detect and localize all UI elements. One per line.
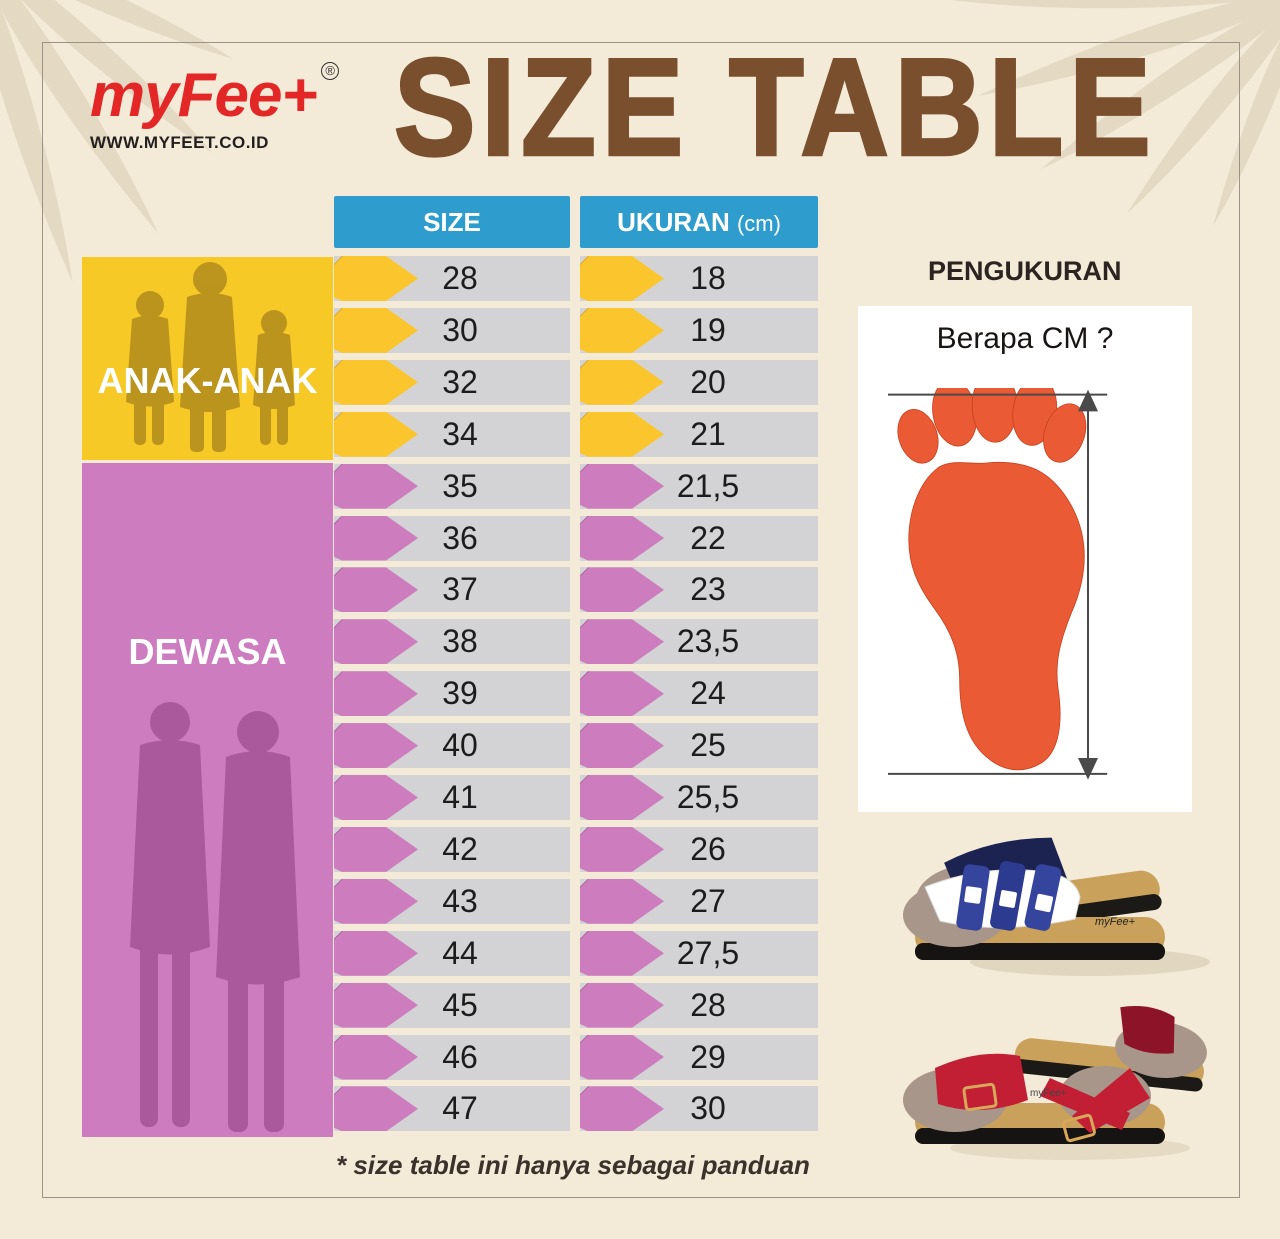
svg-text:myFee+: myFee+ <box>1030 1088 1067 1099</box>
svg-text:myFee+: myFee+ <box>1095 916 1136 928</box>
